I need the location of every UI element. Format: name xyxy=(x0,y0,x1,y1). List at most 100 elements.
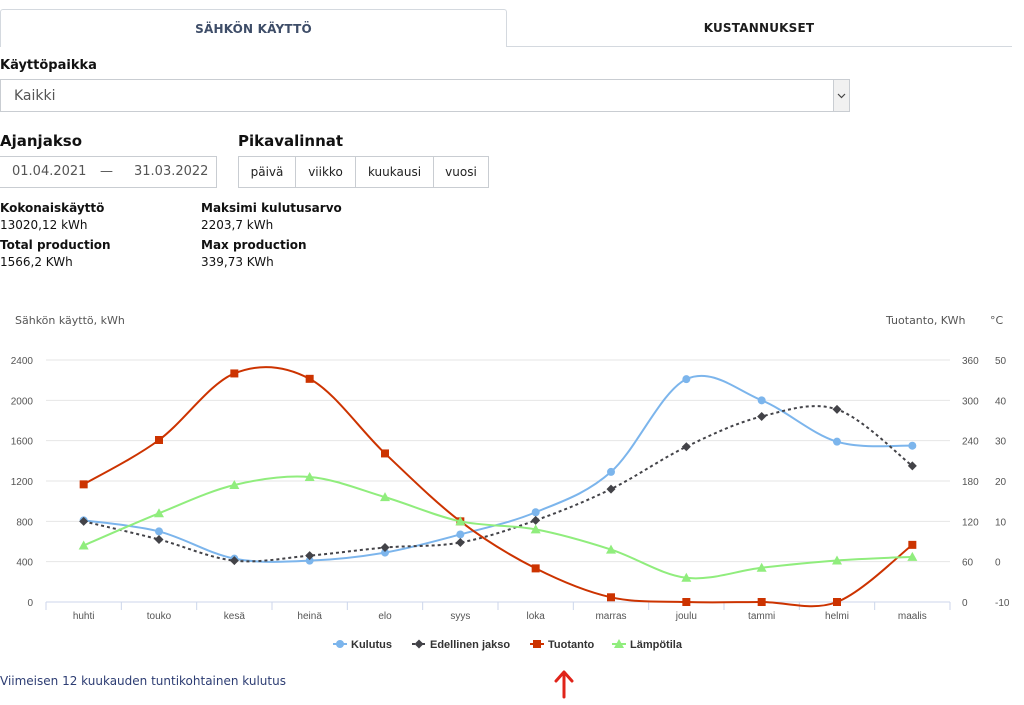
quick-month-button[interactable]: kuukausi xyxy=(356,157,434,187)
legend-marker xyxy=(414,639,424,649)
data-point-tuotanto xyxy=(682,598,691,606)
y-left-tick-label: 1200 xyxy=(11,477,34,488)
hourly-consumption-link[interactable]: Viimeisen 12 kuukauden tuntikohtainen ku… xyxy=(0,674,286,688)
location-select-value: Kaikki xyxy=(14,87,56,104)
data-point-lampotila xyxy=(681,572,692,582)
data-point-lampotila xyxy=(455,516,466,526)
data-point-lampotila xyxy=(78,540,89,550)
quick-week-button[interactable]: viikko xyxy=(296,157,356,187)
tab-bar: SÄHKÖN KÄYTTÖ KUSTANNUKSET xyxy=(0,0,1012,47)
quick-year-button[interactable]: vuosi xyxy=(445,165,477,179)
data-point-edellinen-jakso xyxy=(531,515,541,525)
x-tick-label: elo xyxy=(378,611,392,622)
location-select[interactable]: Kaikki xyxy=(0,79,850,112)
stat-max-usage-value: 2203,7 kWh xyxy=(201,218,274,232)
x-tick-label: joulu xyxy=(675,611,697,622)
data-point-lampotila xyxy=(832,555,842,565)
legend-marker xyxy=(533,640,541,648)
stat-total-usage-label: Kokonaiskäyttö xyxy=(0,201,105,215)
x-tick-label: maalis xyxy=(898,611,927,622)
y-left-tick-label: 800 xyxy=(16,517,33,528)
stat-total-usage-value: 13020,12 kWh xyxy=(0,218,88,232)
legend-label: Edellinen jakso xyxy=(430,639,510,651)
data-point-kulutus xyxy=(833,437,841,446)
data-point-kulutus xyxy=(757,396,766,405)
chevron-down-icon[interactable] xyxy=(833,80,849,111)
data-point-lampotila xyxy=(380,492,390,502)
y-right2-tick-label: 30 xyxy=(995,437,1007,448)
data-point-edellinen-jakso xyxy=(380,543,390,553)
quick-day-button[interactable]: päivä xyxy=(239,157,296,187)
y-right-tick-label: 180 xyxy=(962,477,979,488)
y-left-tick-label: 2000 xyxy=(11,396,34,407)
data-point-edellinen-jakso xyxy=(455,538,465,548)
data-point-kulutus xyxy=(682,375,691,384)
quick-select-group: päivä viikko kuukausi vuosi xyxy=(238,156,489,188)
date-end[interactable]: 31.03.2022 xyxy=(134,164,209,179)
data-point-kulutus xyxy=(456,530,465,539)
series-line-edellinen-jakso xyxy=(83,405,913,563)
data-point-tuotanto xyxy=(305,374,314,383)
data-point-lampotila xyxy=(530,524,541,534)
legend-label: Tuotanto xyxy=(548,639,595,651)
y-left-tick-label: 1600 xyxy=(11,437,34,448)
series-line-lampotila xyxy=(83,475,913,580)
x-tick-label: helmi xyxy=(825,611,849,622)
legend-label: Kulutus xyxy=(351,639,392,651)
data-point-edellinen-jakso xyxy=(606,484,616,494)
x-tick-label: tammi xyxy=(748,611,775,622)
data-point-edellinen-jakso xyxy=(681,442,691,452)
data-point-tuotanto xyxy=(155,435,163,444)
data-point-kulutus xyxy=(607,467,615,476)
x-tick-label: syys xyxy=(450,611,470,622)
stat-max-production-value: 339,73 KWh xyxy=(201,255,274,269)
location-label: Käyttöpaikka xyxy=(0,58,97,73)
x-tick-label: huhti xyxy=(73,611,95,622)
tab-electricity-usage[interactable]: SÄHKÖN KÄYTTÖ xyxy=(0,9,507,47)
data-point-edellinen-jakso xyxy=(757,411,767,421)
data-point-edellinen-jakso xyxy=(154,534,164,544)
series-line-tuotanto xyxy=(83,366,913,608)
x-tick-label: touko xyxy=(147,611,172,622)
data-point-tuotanto xyxy=(908,540,917,549)
y-left-tick-label: 0 xyxy=(27,598,33,609)
data-point-kulutus xyxy=(155,527,163,536)
quick-select-label: Pikavalinnat xyxy=(238,132,344,150)
stat-max-production-label: Max production xyxy=(201,238,307,252)
data-point-kulutus xyxy=(531,508,540,517)
data-point-kulutus xyxy=(381,548,389,557)
data-point-edellinen-jakso xyxy=(305,551,315,561)
y-left-tick-label: 400 xyxy=(16,558,33,569)
date-range-picker[interactable]: 01.04.2021 — 31.03.2022 xyxy=(0,156,217,188)
data-point-tuotanto xyxy=(230,369,239,378)
y-right2-tick-label: 0 xyxy=(995,558,1001,569)
y-right-tick-label: 300 xyxy=(962,396,979,407)
red-arrow-up-icon xyxy=(554,670,574,699)
y-right-tick-label: 240 xyxy=(962,437,979,448)
data-point-tuotanto xyxy=(833,598,841,606)
period-label: Ajanjakso xyxy=(0,132,83,150)
y-left-tick-label: 2400 xyxy=(11,356,34,367)
y-axis-right2-title: °C xyxy=(990,314,1004,327)
data-point-tuotanto xyxy=(381,449,389,458)
date-start[interactable]: 01.04.2021 xyxy=(12,164,87,179)
data-point-lampotila xyxy=(304,471,315,481)
x-tick-label: heinä xyxy=(297,611,322,622)
data-point-tuotanto xyxy=(79,480,88,489)
x-tick-label: kesä xyxy=(224,611,246,622)
x-tick-label: loka xyxy=(526,611,545,622)
y-right2-tick-label: 40 xyxy=(995,396,1007,407)
y-right2-tick-label: 20 xyxy=(995,477,1007,488)
legend-marker xyxy=(336,640,344,648)
data-point-lampotila xyxy=(606,544,616,554)
y-axis-right-title: Tuotanto, KWh xyxy=(886,314,966,327)
tab-costs[interactable]: KUSTANNUKSET xyxy=(506,9,1012,47)
y-right2-tick-label: 10 xyxy=(995,517,1007,528)
data-point-edellinen-jakso xyxy=(79,516,89,526)
stat-max-usage-label: Maksimi kulutusarvo xyxy=(201,201,342,215)
data-point-lampotila xyxy=(907,551,918,561)
y-right2-tick-label: 50 xyxy=(995,356,1007,367)
y-right-tick-label: 120 xyxy=(962,517,979,528)
y-right-tick-label: 0 xyxy=(962,598,968,609)
